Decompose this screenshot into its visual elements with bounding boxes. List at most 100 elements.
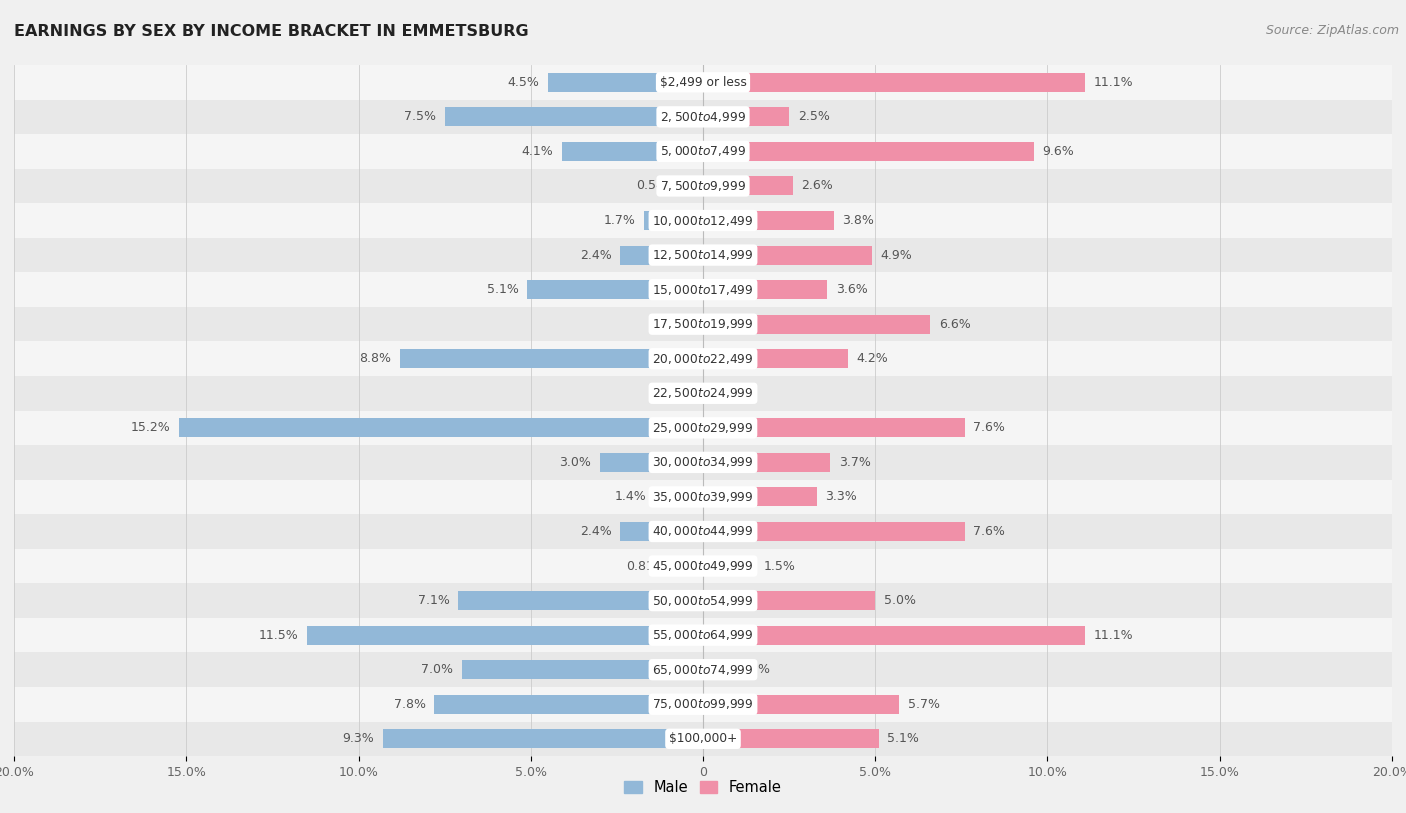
Bar — [685, 176, 703, 195]
Bar — [14, 307, 1392, 341]
Text: 2.6%: 2.6% — [801, 180, 832, 193]
Text: 2.5%: 2.5% — [797, 111, 830, 124]
Text: 7.6%: 7.6% — [973, 421, 1005, 434]
Text: 7.5%: 7.5% — [404, 111, 436, 124]
Text: 0.0%: 0.0% — [711, 387, 744, 400]
Bar — [562, 142, 703, 161]
Text: 4.2%: 4.2% — [856, 352, 889, 365]
Text: 3.3%: 3.3% — [825, 490, 858, 503]
Bar — [458, 591, 703, 610]
Bar — [703, 280, 827, 299]
Bar — [14, 446, 1392, 480]
Text: $12,500 to $14,999: $12,500 to $14,999 — [652, 248, 754, 262]
Text: $50,000 to $54,999: $50,000 to $54,999 — [652, 593, 754, 607]
Text: 11.5%: 11.5% — [259, 628, 298, 641]
Text: 7.1%: 7.1% — [418, 594, 450, 607]
Text: $75,000 to $99,999: $75,000 to $99,999 — [652, 698, 754, 711]
Text: 9.6%: 9.6% — [1042, 145, 1074, 158]
Text: 1.7%: 1.7% — [605, 214, 636, 227]
Text: 7.0%: 7.0% — [422, 663, 453, 676]
Bar — [599, 453, 703, 472]
Bar — [14, 722, 1392, 756]
Text: 4.1%: 4.1% — [522, 145, 553, 158]
Text: $2,500 to $4,999: $2,500 to $4,999 — [659, 110, 747, 124]
Bar — [703, 488, 817, 506]
Bar — [14, 652, 1392, 687]
Text: $20,000 to $22,499: $20,000 to $22,499 — [652, 352, 754, 366]
Text: $2,499 or less: $2,499 or less — [659, 76, 747, 89]
Bar — [703, 660, 721, 679]
Bar — [461, 660, 703, 679]
Text: 0.0%: 0.0% — [662, 387, 695, 400]
Text: 11.1%: 11.1% — [1094, 76, 1133, 89]
Bar — [14, 237, 1392, 272]
Text: 3.0%: 3.0% — [560, 456, 591, 469]
Text: Source: ZipAtlas.com: Source: ZipAtlas.com — [1265, 24, 1399, 37]
Bar — [382, 729, 703, 748]
Text: $35,000 to $39,999: $35,000 to $39,999 — [652, 490, 754, 504]
Bar — [14, 376, 1392, 411]
Bar — [703, 729, 879, 748]
Bar — [14, 480, 1392, 515]
Bar — [14, 411, 1392, 446]
Text: 5.0%: 5.0% — [884, 594, 915, 607]
Text: 4.5%: 4.5% — [508, 76, 540, 89]
Text: 9.3%: 9.3% — [342, 733, 374, 746]
Bar — [703, 211, 834, 230]
Bar — [399, 350, 703, 368]
Text: $22,500 to $24,999: $22,500 to $24,999 — [652, 386, 754, 400]
Text: $10,000 to $12,499: $10,000 to $12,499 — [652, 214, 754, 228]
Bar — [180, 419, 703, 437]
Text: 0.81%: 0.81% — [627, 559, 666, 572]
Text: 5.1%: 5.1% — [486, 283, 519, 296]
Bar — [14, 687, 1392, 722]
Bar — [703, 695, 900, 714]
Bar — [703, 419, 965, 437]
Bar — [703, 176, 793, 195]
Text: $40,000 to $44,999: $40,000 to $44,999 — [652, 524, 754, 538]
Text: $17,500 to $19,999: $17,500 to $19,999 — [652, 317, 754, 331]
Text: EARNINGS BY SEX BY INCOME BRACKET IN EMMETSBURG: EARNINGS BY SEX BY INCOME BRACKET IN EMM… — [14, 24, 529, 39]
Text: 5.1%: 5.1% — [887, 733, 920, 746]
Bar — [703, 453, 831, 472]
Bar — [14, 341, 1392, 376]
Bar — [14, 203, 1392, 237]
Text: 15.2%: 15.2% — [131, 421, 170, 434]
Text: $30,000 to $34,999: $30,000 to $34,999 — [652, 455, 754, 469]
Bar — [703, 591, 875, 610]
Bar — [14, 618, 1392, 652]
Bar — [620, 522, 703, 541]
Bar — [14, 549, 1392, 584]
Bar — [703, 350, 848, 368]
Bar — [675, 557, 703, 576]
Text: 0.55%: 0.55% — [731, 663, 770, 676]
Text: 4.9%: 4.9% — [880, 249, 912, 262]
Bar — [444, 107, 703, 126]
Text: 1.4%: 1.4% — [614, 490, 647, 503]
Bar — [548, 73, 703, 92]
Bar — [703, 142, 1033, 161]
Bar — [703, 315, 931, 333]
Bar — [14, 169, 1392, 203]
Bar — [14, 99, 1392, 134]
Legend: Male, Female: Male, Female — [619, 774, 787, 801]
Text: 8.8%: 8.8% — [360, 352, 391, 365]
Text: $7,500 to $9,999: $7,500 to $9,999 — [659, 179, 747, 193]
Text: $100,000+: $100,000+ — [669, 733, 737, 746]
Text: $15,000 to $17,499: $15,000 to $17,499 — [652, 283, 754, 297]
Bar — [620, 246, 703, 264]
Bar — [655, 488, 703, 506]
Text: $25,000 to $29,999: $25,000 to $29,999 — [652, 421, 754, 435]
Text: 7.8%: 7.8% — [394, 698, 426, 711]
Text: $45,000 to $49,999: $45,000 to $49,999 — [652, 559, 754, 573]
Text: $55,000 to $64,999: $55,000 to $64,999 — [652, 628, 754, 642]
Text: 2.4%: 2.4% — [579, 525, 612, 538]
Bar — [703, 107, 789, 126]
Bar — [14, 134, 1392, 169]
Text: 0.54%: 0.54% — [636, 180, 676, 193]
Bar — [14, 584, 1392, 618]
Bar — [703, 73, 1085, 92]
Text: $5,000 to $7,499: $5,000 to $7,499 — [659, 145, 747, 159]
Text: 5.7%: 5.7% — [908, 698, 941, 711]
Text: 6.6%: 6.6% — [939, 318, 970, 331]
